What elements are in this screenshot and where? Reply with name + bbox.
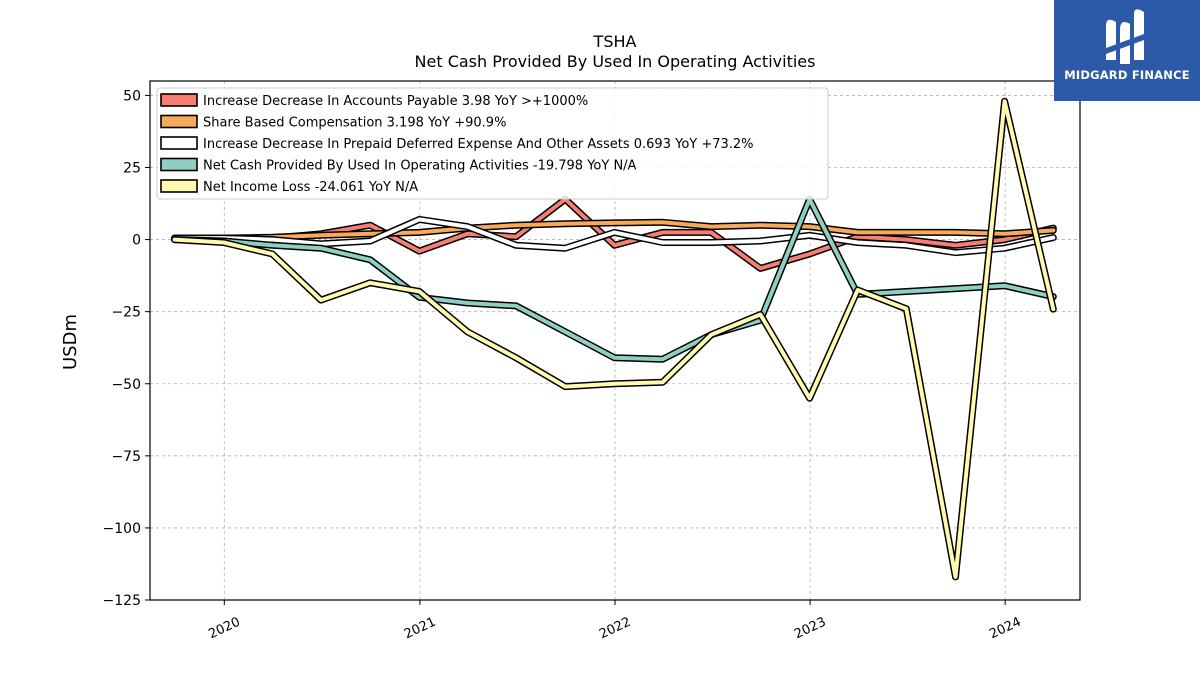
series-2 <box>171 215 1057 257</box>
x-tick-label: 2021 <box>402 615 438 643</box>
brand-logo: MIDGARD FINANCE <box>1054 0 1200 101</box>
series-line <box>172 197 1056 362</box>
y-tick-label: −25 <box>111 305 141 321</box>
series-3 <box>171 195 1057 363</box>
y-tick-label: −100 <box>103 521 141 537</box>
legend: Increase Decrease In Accounts Payable 3.… <box>156 87 829 200</box>
legend-entry: Increase Decrease In Prepaid Deferred Ex… <box>203 137 754 152</box>
x-tick-label: 2023 <box>792 615 828 643</box>
y-tick-label: 0 <box>132 233 141 249</box>
y-tick-label: −50 <box>111 377 141 393</box>
legend-swatch <box>160 93 198 107</box>
chart-title: TSHA <box>593 32 637 51</box>
legend-entry: Net Income Loss -24.061 YoY N/A <box>203 180 418 195</box>
y-tick-label: −75 <box>111 449 141 465</box>
x-tick-label: 2020 <box>206 615 242 643</box>
legend-entry: Net Cash Provided By Used In Operating A… <box>203 159 637 174</box>
x-tick-label: 2024 <box>987 615 1023 643</box>
legend-entry: Share Based Compensation 3.198 YoY +90.9… <box>203 116 506 131</box>
series-line <box>172 99 1056 579</box>
legend-box <box>156 87 829 200</box>
series-4 <box>171 97 1057 581</box>
series-line <box>172 220 1056 241</box>
y-tick-label: −125 <box>103 593 141 609</box>
series-line <box>172 217 1056 255</box>
legend-entry: Increase Decrease In Accounts Payable 3.… <box>203 94 588 109</box>
axes: 50 25 0 −25 −50 −75 −100 −125 2020 2021 2022 2023 20… <box>103 88 1024 642</box>
midgard-logo-icon <box>1106 9 1144 64</box>
legend-swatch <box>160 114 198 129</box>
legend-swatch <box>160 136 198 150</box>
series-lines <box>171 97 1057 581</box>
y-axis-label: USDm <box>60 314 81 370</box>
brand-name: MIDGARD FINANCE <box>1064 68 1190 82</box>
legend-swatch <box>160 179 198 193</box>
series-1 <box>171 218 1057 243</box>
chart-subtitle: Net Cash Provided By Used In Operating A… <box>414 52 816 71</box>
y-tick-label: 50 <box>123 88 141 104</box>
x-tick-label: 2022 <box>597 615 633 643</box>
legend-swatch <box>160 157 198 172</box>
y-tick-label: 25 <box>123 161 141 177</box>
